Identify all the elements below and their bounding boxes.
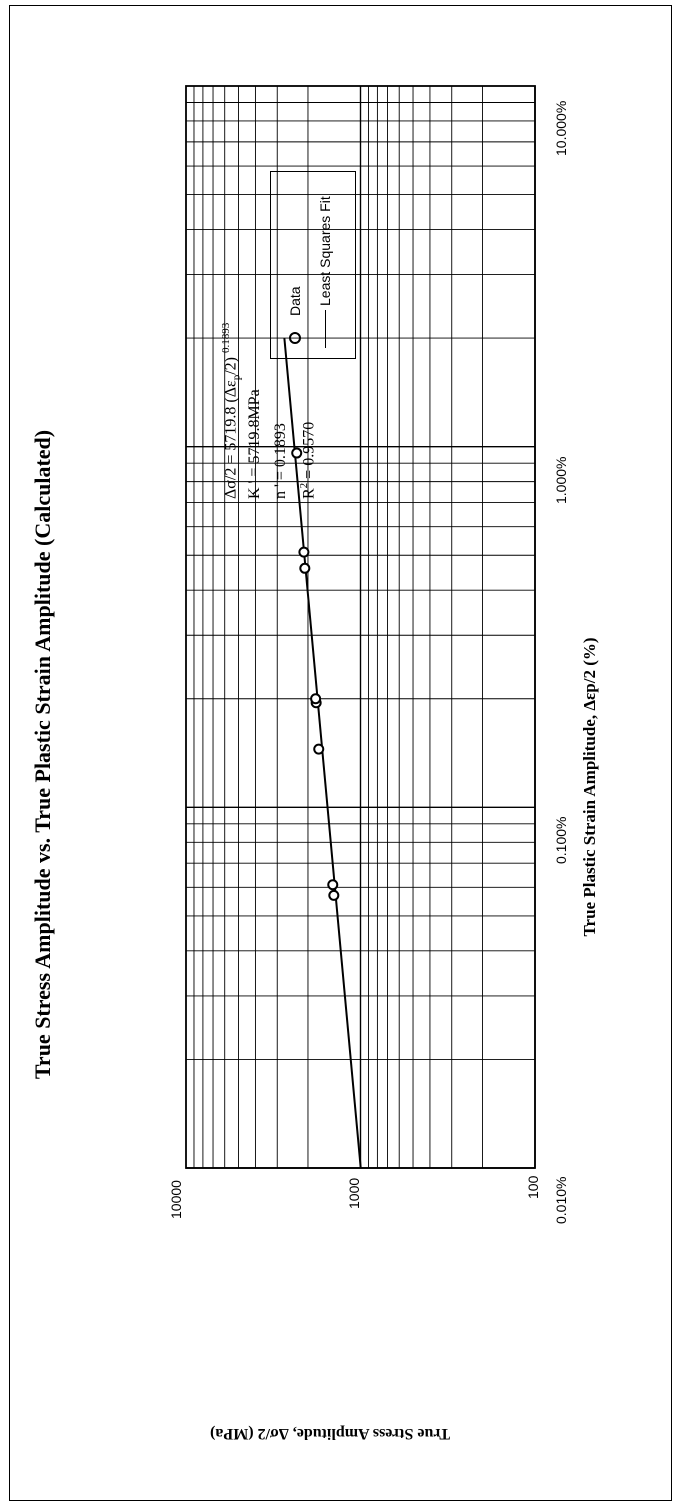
y-tick-label: 100: [525, 1175, 541, 1199]
x-tick-label: 0.100%: [553, 816, 569, 864]
figure-frame: [9, 5, 672, 1501]
data-point: [299, 562, 311, 574]
data-point: [310, 693, 322, 705]
y-axis-label-wrap: True Stress Amplitude, Δσ/2 (MPa): [100, 1413, 560, 1453]
line-marker-icon: [324, 310, 326, 348]
legend-entry-fit: Least Squares Fit: [317, 196, 333, 348]
equation-annotation: Δσ/2 = 5719.8 (Δεp/2) 0.1893: [220, 322, 243, 499]
legend: Data Least Squares Fit: [270, 171, 356, 359]
y-axis-label: True Stress Amplitude, Δσ/2 (MPa): [210, 1425, 450, 1442]
y-tick-label: 10000: [168, 1180, 184, 1219]
r2-annotation: R2 = 0.9570: [298, 421, 318, 499]
y-tick-label: 1000: [346, 1177, 362, 1209]
circle-marker-icon: [289, 332, 301, 344]
x-tick-label: 1.000%: [553, 456, 569, 504]
data-point: [328, 889, 340, 901]
x-tick-label: 0.010%: [553, 1176, 569, 1224]
k-annotation: K ' = 5719.8MPa: [246, 389, 263, 499]
n-annotation: n ' = 0.1893: [272, 423, 289, 499]
legend-entry-data: Data: [287, 286, 303, 348]
x-tick-label: 10.000%: [553, 100, 569, 156]
x-axis-label: True Plastic Strain Amplitude, Δεp/2 (%): [580, 637, 599, 937]
data-point: [298, 546, 310, 558]
data-point: [291, 447, 303, 459]
data-point: [313, 743, 325, 755]
data-point: [327, 879, 339, 891]
